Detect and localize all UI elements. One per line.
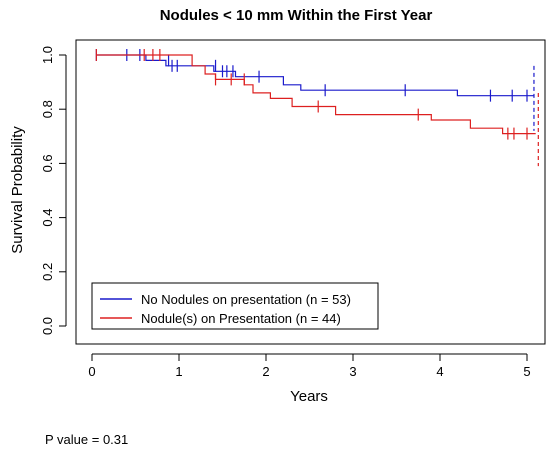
legend-label: No Nodules on presentation (n = 53) xyxy=(141,292,351,307)
y-tick-label: 0.2 xyxy=(40,263,55,281)
x-tick-label: 1 xyxy=(175,364,182,379)
legend: No Nodules on presentation (n = 53) Nodul… xyxy=(91,282,379,330)
y-tick-label: 0.4 xyxy=(40,209,55,227)
legend-label: Nodule(s) on Presentation (n = 44) xyxy=(141,311,341,326)
y-axis-label: Survival Probability xyxy=(9,126,26,254)
chart-title: Nodules < 10 mm Within the First Year xyxy=(160,7,433,24)
x-tick-label: 4 xyxy=(436,364,443,379)
x-axis-label: Years xyxy=(290,388,328,405)
survival-curve xyxy=(96,54,536,135)
y-tick-label: 0.6 xyxy=(40,154,55,172)
series-2 xyxy=(95,49,539,167)
y-tick-label: 0.0 xyxy=(40,317,55,335)
series-1 xyxy=(95,49,535,131)
x-tick-label: 2 xyxy=(262,364,269,379)
survival-curve xyxy=(96,54,534,97)
x-tick-label: 0 xyxy=(88,364,95,379)
y-tick-label: 1.0 xyxy=(40,46,55,64)
x-tick-label: 5 xyxy=(523,364,530,379)
p-value-annotation: P value = 0.31 xyxy=(45,432,129,447)
legend-box xyxy=(91,282,379,330)
x-tick-label: 3 xyxy=(349,364,356,379)
y-tick-label: 0.8 xyxy=(40,100,55,118)
plot-frame xyxy=(75,39,546,345)
